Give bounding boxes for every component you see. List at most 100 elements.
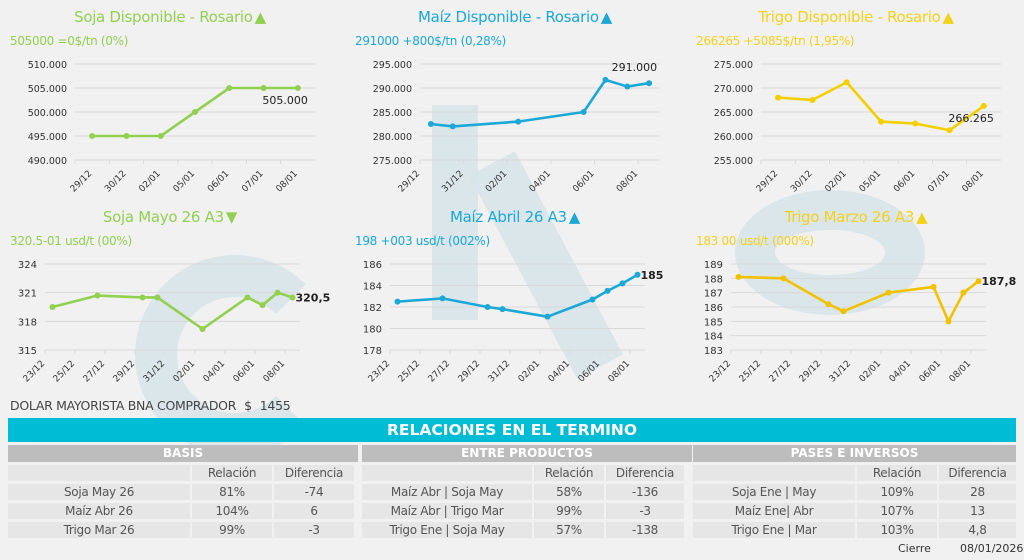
data-point (775, 94, 782, 101)
data-point (226, 85, 233, 91)
cierre-label: Cierre (898, 542, 931, 555)
data-point (294, 85, 301, 91)
x-tick-label: 02/01 (823, 169, 848, 194)
row-diferencia: -74 (274, 484, 354, 500)
row-diferencia: 28 (939, 484, 1016, 500)
y-tick-label: 280.000 (373, 132, 412, 143)
x-tick-label: 02/01 (137, 169, 162, 194)
series-line (430, 78, 650, 128)
dolar-label: DOLAR MAYORISTA BNA COMPRADOR (10, 398, 237, 413)
x-tick-label: 23/12 (367, 359, 392, 384)
y-tick-label: 315 (18, 346, 37, 357)
y-tick-label: 255.000 (714, 156, 753, 167)
x-tick-label: 06/01 (571, 169, 596, 194)
x-tick-label: 07/01 (240, 169, 265, 194)
data-point (427, 121, 434, 127)
arrow-up-icon: ▲ (916, 208, 928, 226)
chart-maiz-abril: Maíz Abril 26 A3 ▲ 198 +003 usd/t (002%) 17… (345, 200, 685, 395)
header-relacion: Relación (857, 465, 937, 481)
chart-subtitle: 291000 +800$/tn (0,28%) (355, 34, 506, 48)
data-point (449, 123, 456, 130)
y-tick-label: 185 (704, 317, 723, 328)
x-tick-label: 27/12 (82, 359, 107, 384)
data-point (515, 118, 522, 125)
row-label: Trigo Mar 26 (8, 522, 190, 538)
x-tick-label: 31/12 (828, 359, 853, 384)
header-diferencia: Diferencia (274, 465, 354, 481)
data-point (580, 109, 587, 115)
end-value-label: 185 (641, 269, 664, 282)
y-tick-label: 188 (704, 274, 723, 285)
y-tick-label: 505.000 (28, 84, 67, 95)
row-relacion: 107% (857, 503, 937, 519)
end-value-label: 505.000 (262, 94, 308, 107)
row-diferencia: 4,8 (939, 522, 1016, 538)
row-relacion: 57% (534, 522, 604, 538)
chart-title: Maíz Abril 26 A3 ▲ (345, 208, 685, 226)
data-point (589, 296, 596, 303)
chart-title-text: Maíz Abril 26 A3 (449, 208, 567, 226)
arrow-down-icon: ▼ (225, 208, 238, 226)
x-tick-label: 04/01 (528, 169, 553, 194)
x-tick-label: 08/01 (948, 359, 973, 384)
x-tick-label: 23/12 (22, 359, 47, 384)
x-tick-label: 27/12 (427, 359, 452, 384)
row-relacion: 109% (857, 484, 937, 500)
end-value-label: 320,5 (296, 291, 331, 304)
chart-title: Trigo Disponible - Rosario ▲ (686, 8, 1024, 26)
x-tick-label: 31/12 (487, 359, 512, 384)
data-point (244, 294, 251, 301)
x-tick-label: 29/12 (397, 169, 422, 194)
x-tick-label: 04/01 (202, 359, 227, 384)
x-tick-label: 07/01 (926, 169, 951, 194)
chart-title-text: Soja Mayo 26 A3 (102, 208, 224, 226)
data-point (809, 97, 816, 103)
chart-subtitle: 266265 +5085$/tn (1,95%) (696, 34, 855, 48)
data-point (634, 271, 641, 278)
chart-soja-mayo: Soja Mayo 26 A3 ▼ 320.5-01 usd/t (00%) 315 3… (0, 200, 340, 395)
row-label: Soja Ene | May (693, 484, 855, 500)
data-point (735, 273, 742, 280)
y-tick-label: 184 (704, 332, 723, 343)
header-relacion: Relación (192, 465, 272, 481)
chart-subtitle: 198 +003 usd/t (002%) (355, 234, 490, 248)
x-tick-label: 25/12 (397, 359, 422, 384)
row-diferencia: -136 (606, 484, 684, 500)
end-value-label: 187,8 (982, 275, 1017, 288)
data-point (199, 325, 206, 332)
row-label: Maíz Abr 26 (8, 503, 190, 519)
series-line (738, 275, 980, 323)
row-relacion: 81% (192, 484, 272, 500)
header-diferencia: Diferencia (606, 465, 684, 481)
y-tick-label: 180 (363, 325, 382, 336)
series-line (397, 273, 639, 318)
row-label: Maíz Abr | Soja May (362, 484, 532, 500)
data-point (602, 76, 609, 83)
x-tick-label: 25/12 (738, 359, 763, 384)
x-tick-label: 29/12 (798, 359, 823, 384)
x-tick-label: 31/12 (440, 169, 465, 194)
chart-trigo-marzo: Trigo Marzo 26 A3 ▲ 183 00 usd/t (000%) 183… (686, 200, 1024, 395)
data-point (394, 298, 401, 305)
chart-title: Trigo Marzo 26 A3 ▲ (686, 208, 1024, 226)
row-relacion: 58% (534, 484, 604, 500)
header-blank (693, 465, 855, 481)
y-tick-label: 189 (704, 260, 723, 271)
data-point (89, 133, 96, 139)
data-point (619, 280, 626, 287)
x-tick-label: 30/12 (103, 169, 128, 194)
row-diferencia: -138 (606, 522, 684, 538)
x-tick-label: 30/12 (789, 169, 814, 194)
dolar-value: 1455 (259, 398, 291, 413)
arrow-up-icon: ▲ (568, 208, 581, 226)
x-tick-label: 02/01 (858, 359, 883, 384)
chart-plot: 178 180 182 184 186 23/12 25/12 27/12 29/12 31/12… (363, 260, 664, 384)
x-tick-label: 05/01 (172, 169, 197, 194)
chart-plot: 315 318 321 324 23/12 25/12 27/12 29/12 31/12 02/… (18, 260, 331, 384)
data-point (975, 278, 982, 285)
chart-title: Soja Mayo 26 A3 ▼ (0, 208, 340, 226)
x-tick-label: 08/01 (607, 359, 632, 384)
dolar-rate: DOLAR MAYORISTA BNA COMPRADOR $1455 (10, 398, 298, 413)
data-point (154, 294, 161, 301)
chart-plot: 275.000 280.000 285.000 290.000 295.000 29/12… (373, 60, 660, 194)
